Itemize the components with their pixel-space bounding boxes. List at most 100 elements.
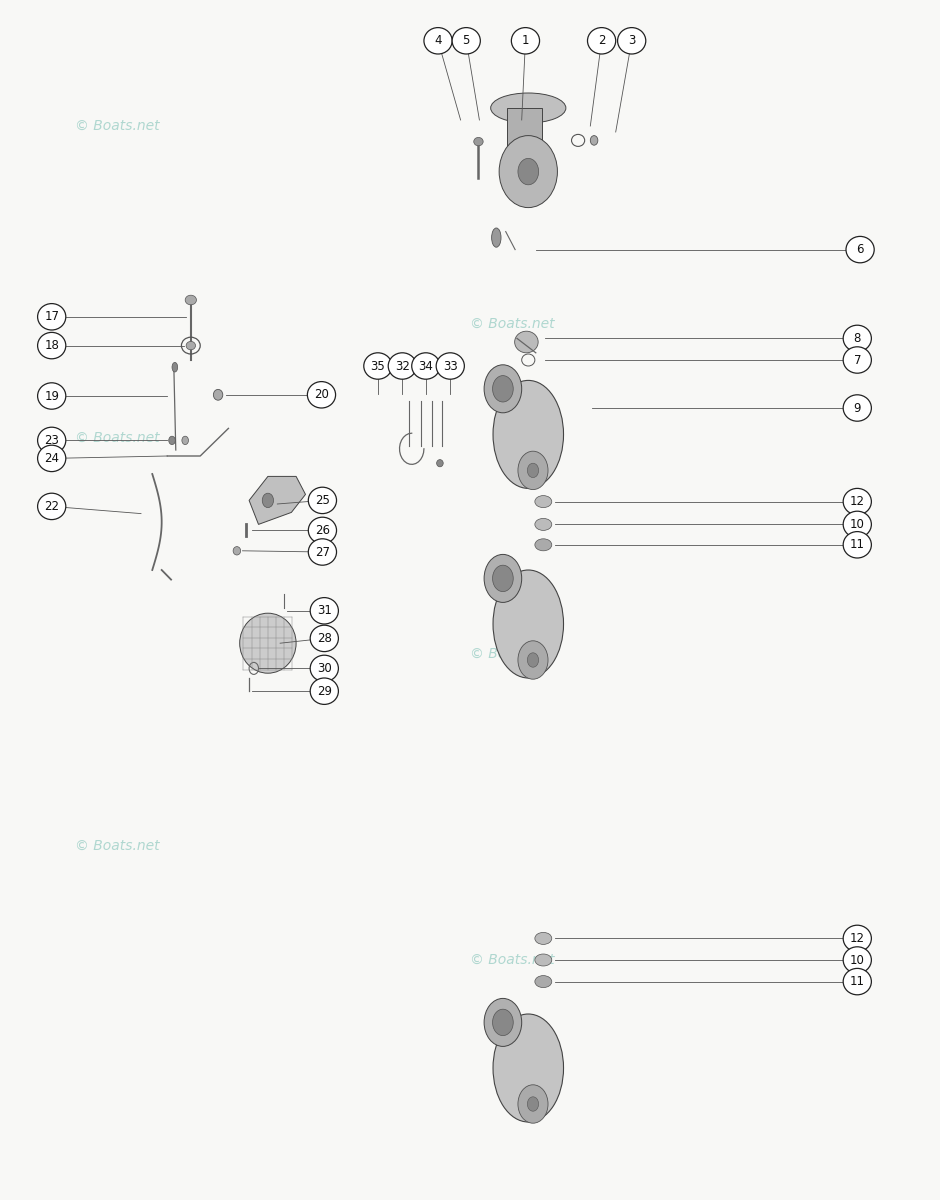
Ellipse shape xyxy=(310,598,338,624)
Text: 10: 10 xyxy=(850,518,865,530)
Ellipse shape xyxy=(262,493,274,508)
Ellipse shape xyxy=(590,136,598,145)
Text: © Boats.net: © Boats.net xyxy=(75,119,160,133)
Text: 31: 31 xyxy=(317,605,332,617)
Ellipse shape xyxy=(494,570,564,678)
Text: 28: 28 xyxy=(317,632,332,644)
Ellipse shape xyxy=(518,158,539,185)
Ellipse shape xyxy=(308,517,337,544)
Ellipse shape xyxy=(182,436,188,444)
Text: 30: 30 xyxy=(317,662,332,674)
Text: 32: 32 xyxy=(395,360,410,372)
Bar xyxy=(507,108,542,154)
Ellipse shape xyxy=(535,496,552,508)
Ellipse shape xyxy=(588,28,616,54)
Ellipse shape xyxy=(185,295,196,305)
Text: 1: 1 xyxy=(522,35,529,47)
Ellipse shape xyxy=(618,28,646,54)
Ellipse shape xyxy=(38,304,66,330)
Ellipse shape xyxy=(364,353,392,379)
Ellipse shape xyxy=(535,518,552,530)
Ellipse shape xyxy=(843,325,871,352)
Text: 29: 29 xyxy=(317,685,332,697)
Text: 9: 9 xyxy=(854,402,861,414)
Text: 35: 35 xyxy=(370,360,385,372)
Ellipse shape xyxy=(493,565,513,592)
Ellipse shape xyxy=(172,362,178,372)
Text: 27: 27 xyxy=(315,546,330,558)
Text: 11: 11 xyxy=(850,539,865,551)
Ellipse shape xyxy=(307,382,336,408)
Text: 25: 25 xyxy=(315,494,330,506)
Ellipse shape xyxy=(535,954,552,966)
Ellipse shape xyxy=(527,463,539,478)
Text: © Boats.net: © Boats.net xyxy=(470,317,555,331)
Ellipse shape xyxy=(843,532,871,558)
Ellipse shape xyxy=(412,353,440,379)
Ellipse shape xyxy=(843,968,871,995)
Ellipse shape xyxy=(436,353,464,379)
Ellipse shape xyxy=(843,947,871,973)
Text: 24: 24 xyxy=(44,452,59,464)
Ellipse shape xyxy=(535,976,552,988)
Ellipse shape xyxy=(308,539,337,565)
Ellipse shape xyxy=(527,1097,539,1111)
Ellipse shape xyxy=(213,389,223,400)
Ellipse shape xyxy=(310,678,338,704)
Ellipse shape xyxy=(527,653,539,667)
Text: 2: 2 xyxy=(598,35,605,47)
Ellipse shape xyxy=(515,331,539,353)
Text: 23: 23 xyxy=(44,434,59,446)
Text: © Boats.net: © Boats.net xyxy=(470,953,555,967)
Ellipse shape xyxy=(499,136,557,208)
Text: 10: 10 xyxy=(850,954,865,966)
Ellipse shape xyxy=(843,925,871,952)
Text: © Boats.net: © Boats.net xyxy=(75,839,160,853)
Ellipse shape xyxy=(518,1085,548,1123)
Ellipse shape xyxy=(843,488,871,515)
Ellipse shape xyxy=(843,395,871,421)
Text: 22: 22 xyxy=(44,500,59,512)
Text: 19: 19 xyxy=(44,390,59,402)
Text: 18: 18 xyxy=(44,340,59,352)
Ellipse shape xyxy=(492,228,501,247)
Ellipse shape xyxy=(38,332,66,359)
Text: 4: 4 xyxy=(434,35,442,47)
Ellipse shape xyxy=(484,365,522,413)
Ellipse shape xyxy=(436,460,444,467)
Ellipse shape xyxy=(511,28,540,54)
Ellipse shape xyxy=(493,1009,513,1036)
Text: © Boats.net: © Boats.net xyxy=(470,647,555,661)
Ellipse shape xyxy=(310,655,338,682)
Ellipse shape xyxy=(388,353,416,379)
Ellipse shape xyxy=(535,539,552,551)
Text: 11: 11 xyxy=(850,976,865,988)
Text: 3: 3 xyxy=(628,35,635,47)
Ellipse shape xyxy=(518,451,548,490)
Ellipse shape xyxy=(424,28,452,54)
Ellipse shape xyxy=(169,436,175,444)
Ellipse shape xyxy=(493,376,513,402)
Ellipse shape xyxy=(494,380,564,488)
Ellipse shape xyxy=(484,998,522,1046)
Ellipse shape xyxy=(484,554,522,602)
Text: 33: 33 xyxy=(443,360,458,372)
Polygon shape xyxy=(249,476,306,524)
Text: 20: 20 xyxy=(314,389,329,401)
Ellipse shape xyxy=(38,427,66,454)
Ellipse shape xyxy=(846,236,874,263)
Ellipse shape xyxy=(38,493,66,520)
Text: 12: 12 xyxy=(850,932,865,944)
Ellipse shape xyxy=(843,511,871,538)
Ellipse shape xyxy=(186,341,196,350)
Ellipse shape xyxy=(494,1014,564,1122)
Text: 5: 5 xyxy=(462,35,470,47)
Text: 26: 26 xyxy=(315,524,330,536)
Ellipse shape xyxy=(518,641,548,679)
Ellipse shape xyxy=(491,92,566,122)
Ellipse shape xyxy=(452,28,480,54)
Text: 6: 6 xyxy=(856,244,864,256)
Ellipse shape xyxy=(310,625,338,652)
Ellipse shape xyxy=(535,932,552,944)
Ellipse shape xyxy=(843,347,871,373)
